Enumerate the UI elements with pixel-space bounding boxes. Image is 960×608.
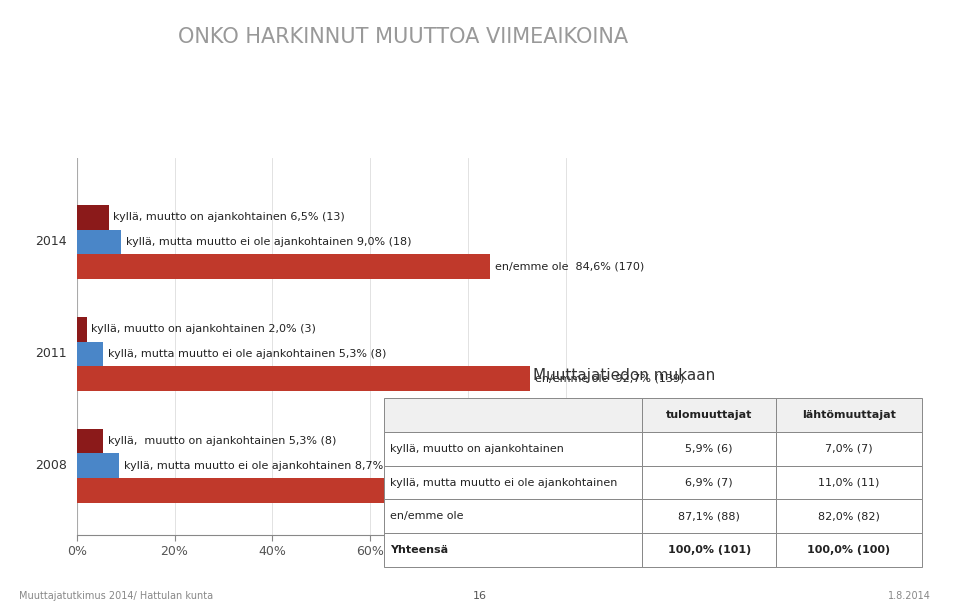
Text: 5,9% (6): 5,9% (6) bbox=[685, 444, 733, 454]
Text: kyllä, muutto on ajankohtainen 2,0% (3): kyllä, muutto on ajankohtainen 2,0% (3) bbox=[91, 324, 317, 334]
Text: 2008: 2008 bbox=[36, 459, 67, 472]
Text: kyllä, muutto on ajankohtainen: kyllä, muutto on ajankohtainen bbox=[391, 444, 564, 454]
Bar bbox=[777, 466, 922, 500]
Text: en/emme ole: en/emme ole bbox=[391, 511, 464, 521]
Text: en/emme ole  92,7% (139): en/emme ole 92,7% (139) bbox=[535, 373, 684, 384]
Bar bbox=[77, 205, 108, 230]
Bar bbox=[77, 429, 103, 454]
Bar bbox=[384, 466, 642, 500]
Text: 16: 16 bbox=[473, 591, 487, 601]
Text: Muuttajatutkimus 2014/ Hattulan kunta: Muuttajatutkimus 2014/ Hattulan kunta bbox=[19, 591, 213, 601]
Bar bbox=[77, 454, 119, 478]
Text: kyllä, mutta muutto ei ole ajankohtainen 5,3% (8): kyllä, mutta muutto ei ole ajankohtainen… bbox=[108, 349, 386, 359]
Bar bbox=[77, 342, 103, 366]
Bar bbox=[777, 533, 922, 567]
Text: 87,1% (88): 87,1% (88) bbox=[679, 511, 740, 521]
Text: kyllä, muutto on ajankohtainen 6,5% (13): kyllä, muutto on ajankohtainen 6,5% (13) bbox=[113, 212, 346, 223]
Bar bbox=[384, 533, 642, 567]
Bar bbox=[777, 398, 922, 432]
Text: 100,0% (100): 100,0% (100) bbox=[807, 545, 891, 555]
Text: en/emme ole  84,6% (170): en/emme ole 84,6% (170) bbox=[495, 261, 644, 272]
Text: 82,0% (82): 82,0% (82) bbox=[818, 511, 880, 521]
Text: tulomuuttajat: tulomuuttajat bbox=[666, 410, 753, 420]
Bar bbox=[642, 500, 777, 533]
Text: 2014: 2014 bbox=[36, 235, 67, 249]
Bar bbox=[384, 500, 642, 533]
Text: kyllä,  muutto on ajankohtainen 5,3% (8): kyllä, muutto on ajankohtainen 5,3% (8) bbox=[108, 436, 336, 446]
Bar bbox=[384, 398, 642, 432]
Text: 1.8.2014: 1.8.2014 bbox=[888, 591, 931, 601]
Bar bbox=[77, 254, 491, 279]
Text: 7,0% (7): 7,0% (7) bbox=[826, 444, 873, 454]
Text: 100,0% (101): 100,0% (101) bbox=[667, 545, 751, 555]
Text: 6,9% (7): 6,9% (7) bbox=[685, 478, 733, 488]
Text: kyllä, mutta muutto ei ole ajankohtainen 9,0% (18): kyllä, mutta muutto ei ole ajankohtainen… bbox=[126, 237, 411, 247]
Bar bbox=[642, 466, 777, 500]
Text: en/emme ole  86,0% (129): en/emme ole 86,0% (129) bbox=[502, 485, 651, 496]
Bar bbox=[777, 500, 922, 533]
Text: Yhteensä: Yhteensä bbox=[391, 545, 448, 555]
Text: 11,0% (11): 11,0% (11) bbox=[818, 478, 879, 488]
Text: lähtömuuttajat: lähtömuuttajat bbox=[803, 410, 896, 420]
Bar bbox=[777, 432, 922, 466]
Bar bbox=[642, 533, 777, 567]
Bar bbox=[384, 432, 642, 466]
Text: Muuttajatiedon mukaan: Muuttajatiedon mukaan bbox=[533, 368, 715, 383]
Bar bbox=[642, 432, 777, 466]
Text: kyllä, mutta muutto ei ole ajankohtainen: kyllä, mutta muutto ei ole ajankohtainen bbox=[391, 478, 618, 488]
Bar bbox=[77, 366, 530, 391]
Bar bbox=[642, 398, 777, 432]
Text: kyllä, mutta muutto ei ole ajankohtainen 8,7% (13): kyllä, mutta muutto ei ole ajankohtainen… bbox=[124, 461, 410, 471]
Bar bbox=[77, 230, 121, 254]
Text: ONKO HARKINNUT MUUTTOA VIIMEAIKOINA: ONKO HARKINNUT MUUTTOA VIIMEAIKOINA bbox=[179, 27, 628, 47]
Bar bbox=[77, 478, 497, 503]
Bar bbox=[77, 317, 86, 342]
Text: 2011: 2011 bbox=[36, 347, 67, 361]
